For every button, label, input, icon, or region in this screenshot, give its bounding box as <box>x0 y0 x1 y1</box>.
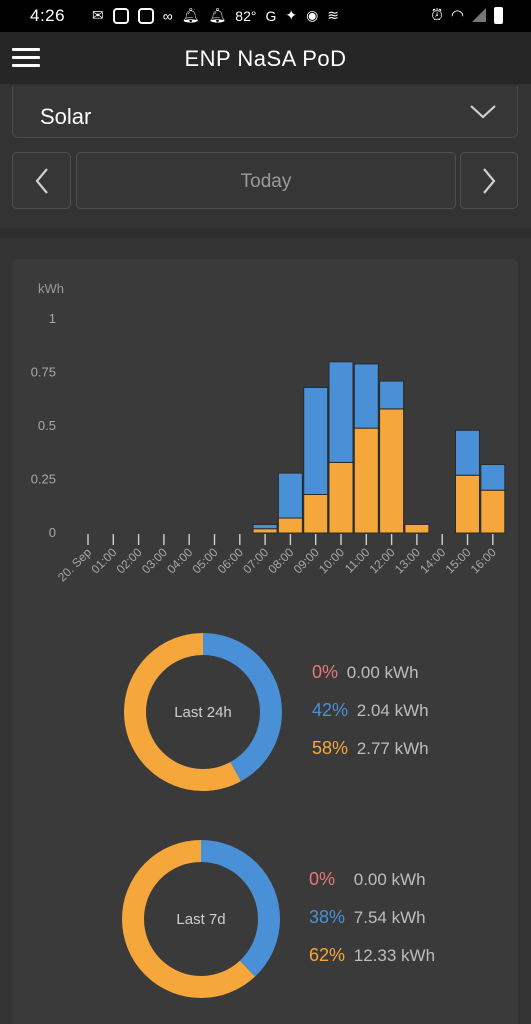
bar-segment <box>379 408 405 534</box>
x-tick-label: 06:00 <box>215 545 246 576</box>
x-tick-label: 04:00 <box>164 545 195 576</box>
legend-grid-percent: 0% <box>309 869 336 889</box>
x-tick-label: 01:00 <box>88 545 119 576</box>
bar-segment <box>277 472 303 519</box>
app-d-icon <box>137 7 154 24</box>
bar-segment <box>455 429 480 476</box>
alarm-icon: ⏰︎ <box>431 6 443 24</box>
legend-consumed-kwh: 2.04 kWh <box>356 701 429 720</box>
battery-icon <box>494 6 503 24</box>
legend-row-battery: 62% 12.33 kWh <box>309 945 435 966</box>
legend-consumed-percent: 42% <box>312 700 349 720</box>
bar-segment <box>252 528 278 534</box>
bar-segment <box>277 517 303 534</box>
y-tick-label: 1 <box>49 311 56 326</box>
bar-segment <box>353 363 379 429</box>
page-title: ENP NaSA PoD <box>184 46 347 71</box>
today-button[interactable]: Today <box>76 152 456 209</box>
bar-segment <box>480 464 506 491</box>
x-tick-label: 09:00 <box>291 545 322 576</box>
status-time: 4:26 <box>30 6 66 25</box>
status-bar: 4:26 ✉ ∞ 🔔︎ 🔔︎ 82° G ✦ ◉ ≋ ⏰︎ ◠ <box>0 0 531 32</box>
notification-icons: ✉ ∞ 🔔︎ 🔔︎ 82° G ✦ ◉ ≋ <box>92 7 339 24</box>
section-divider <box>0 228 531 238</box>
bar-segment <box>328 461 354 534</box>
y-tick-label: 0.5 <box>38 418 56 433</box>
x-tick-label: 02:00 <box>114 545 145 576</box>
x-tick-label: 20. Sep <box>55 545 94 584</box>
legend-row-consumed: 42% 2.04 kWh <box>312 700 429 721</box>
donut-center-label: Last 7d <box>176 911 226 928</box>
legend-battery-kwh: 2.77 kWh <box>356 739 429 758</box>
y-axis-label: kWh <box>38 281 64 296</box>
y-tick-label: 0 <box>49 525 56 540</box>
legend-row-grid: 0% 0.00 kWh <box>312 662 419 683</box>
bell-icon: 🔔︎ <box>181 7 200 23</box>
x-tick-label: 12:00 <box>367 545 398 576</box>
x-tick-label: 14:00 <box>417 545 448 576</box>
bar-segment <box>404 523 430 534</box>
legend-consumed-percent: 38% <box>309 907 346 927</box>
legend-battery-percent: 58% <box>312 738 349 758</box>
x-tick-label: 07:00 <box>240 545 271 576</box>
donut-center-label: Last 24h <box>174 704 232 721</box>
energy-bar-chart: kWh 0 0.25 0.5 0.75 1 20. Sep01:0002:0003:0004… <box>31 281 506 584</box>
donut-blue-slice <box>124 633 282 791</box>
legend-grid-kwh: 0.00 kWh <box>353 870 426 889</box>
x-tick-label: 10:00 <box>316 545 347 576</box>
bar-segment <box>303 493 329 534</box>
x-tick-label: 03:00 <box>139 545 170 576</box>
legend-row-consumed: 38% 7.54 kWh <box>309 907 426 928</box>
x-tick-label: 11:00 <box>342 545 373 576</box>
cast-icon: ≋ <box>327 7 340 23</box>
legend-grid-percent: 0% <box>312 662 339 682</box>
y-tick-label: 0.75 <box>31 365 56 380</box>
next-period-button[interactable] <box>460 152 518 209</box>
chevron-left-icon <box>35 167 48 194</box>
chevron-right-icon <box>483 167 496 194</box>
x-tick-label: 08:00 <box>265 545 296 576</box>
legend-row-grid: 0% 0.00 kWh <box>309 869 426 890</box>
x-tick-label: 13:00 <box>392 545 423 576</box>
pin-icon: ◉ <box>306 7 319 23</box>
app-d-icon <box>112 7 129 24</box>
bar-segment <box>303 386 329 495</box>
messenger-icon: ✉ <box>92 7 104 23</box>
x-tick-label: 15:00 <box>442 545 473 576</box>
y-tick-label: 0.25 <box>31 472 56 487</box>
energy-panel: kWh 0 0.25 0.5 0.75 1 20. Sep 01:00 02:00 03:00 04… <box>12 259 518 1024</box>
legend-grid-kwh: 0.00 kWh <box>346 663 419 682</box>
legend-battery-kwh: 12.33 kWh <box>353 946 436 965</box>
wifi-icon: ◠ <box>450 7 464 24</box>
legend-consumed-kwh: 7.54 kWh <box>353 908 426 927</box>
x-tick-label: 05:00 <box>189 545 220 576</box>
system-icons: ⏰︎ ◠ <box>431 6 503 24</box>
bar-segment <box>252 523 278 530</box>
chevron-down-icon <box>470 105 496 119</box>
kite-icon: ✦ <box>285 7 298 23</box>
bar-segment <box>379 380 405 410</box>
bar-segment <box>328 361 354 463</box>
bar-segment <box>353 427 379 534</box>
bar-segment <box>480 489 506 534</box>
legend-battery-percent: 62% <box>309 945 346 965</box>
previous-period-button[interactable] <box>12 152 71 209</box>
donut-blue-slice <box>122 840 280 998</box>
donut-chart-last-24h <box>124 633 282 791</box>
app-bar: ENP NaSA PoD <box>0 32 531 84</box>
bar-segment <box>455 474 480 534</box>
legend-row-battery: 58% 2.77 kWh <box>312 738 429 759</box>
signal-icon <box>472 8 486 22</box>
selected-source: Solar <box>40 104 92 129</box>
bell-icon: 🔔︎ <box>208 7 227 23</box>
energy-source-select[interactable]: Solar <box>12 86 518 138</box>
g-icon: G <box>265 7 277 24</box>
donut-chart-last-7d <box>122 840 280 998</box>
temperature-label: 82° <box>235 7 257 24</box>
voicemail-icon: ∞ <box>162 7 173 24</box>
menu-icon[interactable] <box>12 48 40 68</box>
x-tick-label: 16:00 <box>468 545 499 576</box>
